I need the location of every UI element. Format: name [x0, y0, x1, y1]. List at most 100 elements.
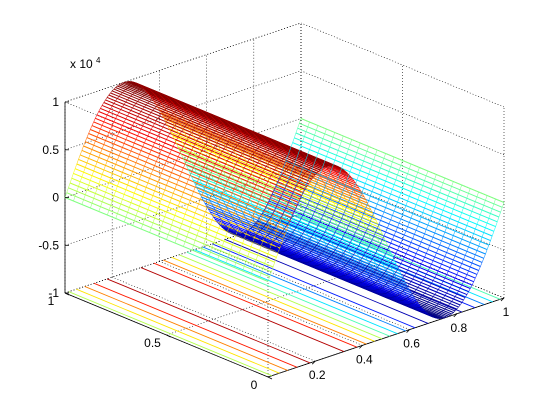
mesh-line — [336, 195, 339, 200]
mesh-line — [238, 236, 241, 238]
mesh-line — [328, 235, 331, 240]
mesh-line — [263, 214, 267, 219]
mesh-line — [270, 193, 273, 198]
mesh-line — [267, 143, 270, 146]
mesh-line — [193, 114, 196, 117]
mesh-line — [370, 258, 373, 262]
mesh-line — [293, 148, 295, 150]
mesh-line — [333, 177, 336, 181]
mesh-line — [368, 263, 371, 268]
mesh-line — [279, 150, 282, 152]
mesh-line — [307, 252, 310, 255]
mesh-line — [106, 111, 110, 116]
mesh-line — [299, 235, 302, 239]
mesh-line — [340, 189, 343, 193]
mesh-line — [458, 243, 461, 248]
mesh-line — [218, 223, 221, 226]
mesh-line — [382, 276, 385, 280]
mesh-line — [285, 249, 288, 251]
mesh-line — [353, 271, 356, 275]
mesh-line — [429, 241, 432, 246]
mesh-line — [312, 247, 315, 250]
mesh-line — [314, 248, 317, 252]
mesh-line — [422, 292, 425, 296]
mesh-line — [439, 214, 442, 220]
mesh-line — [282, 228, 285, 232]
mesh-line — [267, 219, 270, 223]
mesh-line — [178, 201, 181, 207]
mesh-line — [348, 235, 351, 240]
mesh-line — [259, 157, 262, 161]
mesh-line — [360, 280, 363, 284]
mesh-line — [302, 258, 305, 261]
mesh-line — [337, 145, 341, 151]
mesh-line — [308, 158, 311, 162]
contour-line — [224, 238, 429, 324]
mesh-line — [324, 255, 327, 259]
mesh-line — [338, 228, 341, 233]
mesh-line — [431, 184, 434, 190]
mesh-line — [226, 137, 230, 141]
mesh-line — [262, 237, 265, 240]
mesh-line — [198, 109, 201, 111]
mesh-line — [162, 124, 165, 128]
mesh-line — [240, 216, 243, 222]
mesh-line — [243, 214, 246, 218]
mesh-line — [201, 111, 204, 114]
mesh-line — [331, 255, 334, 259]
mesh-line — [179, 171, 182, 177]
mesh-line — [395, 269, 398, 273]
mesh-line — [245, 147, 248, 151]
mesh-line — [208, 197, 211, 201]
mesh-line — [334, 247, 337, 251]
mesh-line — [214, 219, 217, 222]
mesh-line — [449, 301, 452, 304]
mesh-line — [166, 106, 169, 109]
mesh-line — [471, 258, 474, 264]
mesh-line — [421, 305, 424, 307]
mesh-line — [475, 196, 478, 202]
mesh-line — [304, 199, 307, 204]
mesh-line — [155, 135, 159, 140]
mesh-line — [296, 168, 299, 172]
z-grid-back — [64, 70, 302, 151]
mesh-line — [319, 176, 323, 180]
mesh-line — [106, 156, 110, 162]
mesh-line — [272, 145, 275, 148]
mesh-line — [354, 205, 358, 211]
mesh-line — [171, 103, 174, 106]
mesh-line — [333, 275, 336, 277]
mesh-line — [311, 234, 314, 238]
mesh-line — [122, 194, 125, 200]
mesh-line — [327, 222, 331, 226]
mesh-line — [294, 165, 297, 169]
mesh-line — [95, 114, 98, 119]
mesh-line — [415, 225, 419, 231]
mesh-line — [372, 270, 375, 274]
mesh-line — [346, 176, 349, 182]
mesh-line — [260, 221, 263, 225]
mesh-line — [363, 232, 366, 237]
mesh-line — [258, 204, 262, 209]
mesh-line — [390, 252, 393, 257]
mesh-line — [265, 174, 268, 179]
mesh-line — [215, 206, 218, 212]
mesh-line — [276, 144, 278, 146]
mesh-line — [238, 227, 241, 230]
mesh-line — [333, 268, 336, 271]
mesh-line — [224, 204, 228, 208]
mesh-line — [167, 202, 171, 208]
mesh-line — [206, 156, 209, 161]
mesh-line — [312, 263, 316, 266]
mesh-line — [336, 177, 339, 183]
mesh-line — [377, 279, 380, 282]
mesh-line — [189, 109, 192, 113]
mesh-line — [297, 176, 300, 182]
mesh-line — [243, 171, 246, 176]
mesh-line — [341, 220, 344, 225]
mesh-line — [375, 228, 378, 233]
mesh-line — [360, 217, 363, 222]
mesh-line — [334, 261, 337, 264]
mesh-line — [240, 139, 243, 143]
mesh-line — [252, 152, 255, 155]
